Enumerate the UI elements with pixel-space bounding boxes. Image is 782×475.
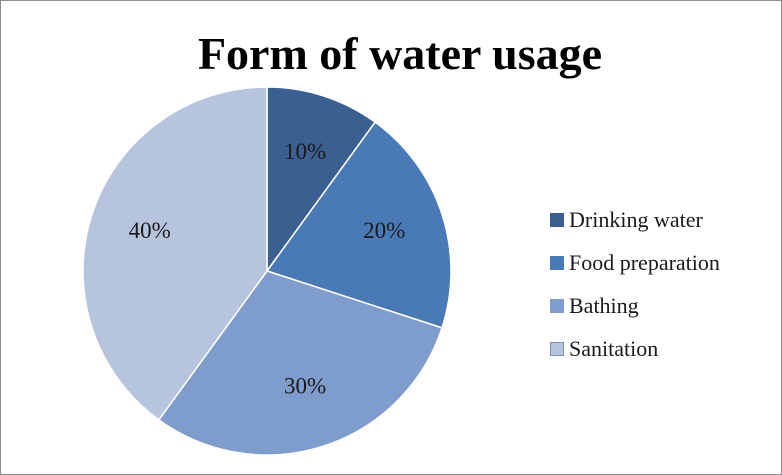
legend-item-bathing: Bathing [550, 289, 720, 323]
legend-label-food-preparation: Food preparation [569, 250, 720, 275]
legend-label-bathing: Bathing [569, 293, 639, 318]
chart-legend: Drinking water Food preparation Bathing … [550, 203, 720, 375]
data-label-drinking-water: 10% [284, 139, 326, 164]
chart-title: Form of water usage [197, 28, 603, 79]
pie-slice-bathing [157, 270, 443, 456]
legend-item-sanitation: Sanitation [550, 332, 720, 366]
legend-swatch-sanitation [550, 342, 564, 356]
pie-slice-drinking-water [266, 86, 377, 274]
legend-swatch-food-preparation [550, 256, 564, 270]
legend-item-food-preparation: Food preparation [550, 246, 720, 280]
legend-item-drinking-water: Drinking water [550, 203, 720, 237]
legend-label-sanitation: Sanitation [569, 336, 659, 361]
data-label-food-preparation: 20% [363, 218, 405, 243]
legend-swatch-drinking-water [550, 213, 564, 227]
legend-label-drinking-water: Drinking water [569, 207, 703, 232]
legend-swatch-bathing [550, 299, 564, 313]
data-label-bathing: 30% [284, 374, 326, 399]
pie-slice-food-preparation [265, 121, 452, 329]
pie-slice-sanitation [82, 86, 268, 421]
data-label-sanitation: 40% [129, 218, 171, 243]
